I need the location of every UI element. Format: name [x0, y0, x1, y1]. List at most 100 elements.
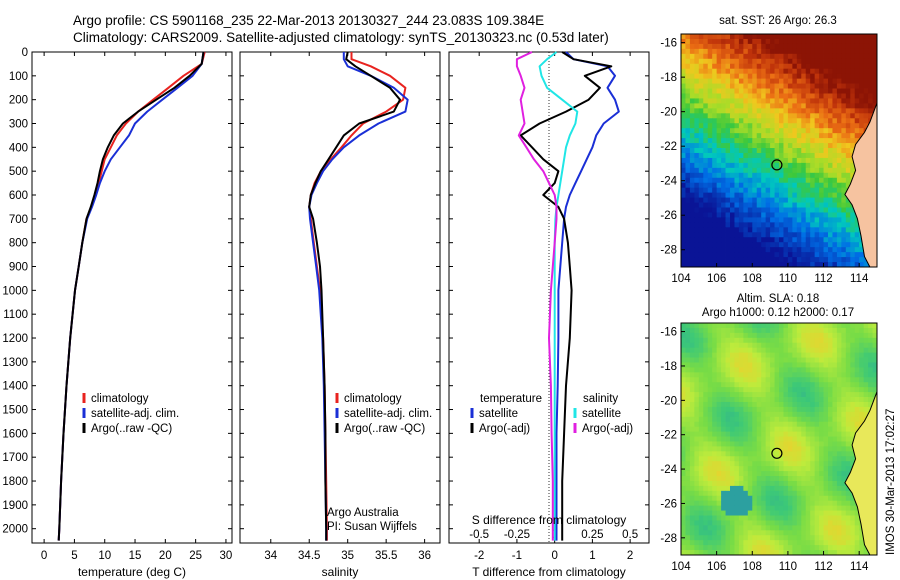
map-cell	[694, 392, 700, 398]
map-cell	[805, 357, 811, 363]
map-cell	[721, 108, 726, 114]
map-cell	[792, 510, 798, 516]
map-cell	[747, 157, 753, 164]
map-cell	[681, 98, 686, 104]
map-cell	[814, 540, 820, 546]
map-cell	[743, 48, 749, 55]
map-cell	[707, 397, 713, 403]
map-cell	[814, 545, 820, 551]
map-cell	[796, 262, 802, 268]
map-cell	[698, 78, 704, 84]
map-cell	[761, 550, 767, 556]
map-cell	[721, 217, 726, 223]
map-cell	[819, 520, 824, 526]
map-cell	[779, 416, 784, 423]
map-cell	[859, 377, 865, 383]
map-cell	[685, 83, 691, 89]
map-cell	[801, 352, 807, 358]
map-cell	[716, 48, 722, 55]
map-cell	[738, 148, 744, 154]
map-cell	[845, 68, 851, 75]
map-y-tick-label: -24	[660, 176, 677, 188]
map-cell	[819, 247, 824, 253]
map-cell	[703, 480, 709, 487]
map-cell	[752, 123, 758, 129]
map-cell	[694, 490, 700, 497]
map-cell	[828, 372, 833, 378]
map-cell	[774, 347, 780, 354]
map-cell	[850, 63, 856, 70]
map-cell	[810, 182, 816, 189]
map-cell	[756, 397, 762, 403]
map-cell	[765, 207, 771, 213]
map-cell	[743, 323, 749, 329]
map-cell	[730, 152, 735, 159]
map-cell	[738, 347, 744, 354]
map-cell	[859, 38, 865, 45]
map-cell	[787, 550, 793, 556]
map-cell	[765, 456, 771, 462]
map-cell	[819, 490, 824, 497]
map-cell	[730, 337, 735, 344]
map-cell	[689, 392, 695, 398]
map-cell	[783, 327, 789, 334]
map-cell	[805, 187, 811, 194]
map-cell	[845, 456, 851, 462]
map-cell	[863, 332, 869, 339]
map-cell	[730, 58, 735, 65]
s-tick-label: 0.25	[581, 529, 603, 541]
map-cell	[694, 550, 700, 556]
map-cell	[734, 88, 740, 94]
map-cell	[685, 466, 691, 472]
map-cell	[707, 421, 713, 428]
map-cell	[814, 550, 820, 556]
map-cell	[730, 73, 735, 80]
map-cell	[801, 451, 807, 457]
map-cell	[698, 357, 704, 363]
annotation-pi: PI: Susan Wijffels	[327, 521, 417, 533]
map-cell	[738, 217, 744, 223]
map-cell	[863, 352, 869, 358]
map-cell	[694, 367, 700, 373]
map-cell	[721, 337, 726, 344]
map-cell	[747, 476, 753, 482]
map-cell	[725, 38, 731, 45]
map-cell	[734, 232, 740, 238]
map-cell	[850, 436, 856, 442]
map-cell	[845, 262, 851, 268]
map-cell	[787, 347, 793, 354]
map-cell	[845, 421, 851, 428]
map-cell	[730, 123, 735, 129]
map-cell	[716, 53, 722, 60]
map-cell	[787, 520, 793, 526]
map-cell	[721, 133, 726, 139]
map-cell	[712, 401, 718, 408]
map-cell	[832, 357, 838, 363]
map-cell	[805, 98, 811, 104]
map-cell	[694, 68, 700, 75]
map-cell	[836, 167, 842, 174]
map-cell	[792, 207, 798, 213]
map-cell	[698, 342, 704, 349]
map-cell	[774, 113, 780, 119]
map-cell	[792, 177, 798, 184]
map-cell	[681, 207, 686, 213]
map-cell	[694, 337, 700, 344]
map-cell	[747, 202, 753, 208]
map-cell	[747, 227, 753, 233]
map-cell	[703, 446, 709, 452]
map-cell	[819, 515, 824, 521]
map-cell	[707, 466, 713, 472]
map-cell	[743, 58, 749, 65]
map-cell	[721, 500, 726, 507]
map-cell	[698, 530, 704, 536]
map-cell	[872, 357, 878, 363]
map-cell	[779, 485, 784, 492]
map-cell	[801, 426, 807, 432]
map-cell	[796, 34, 802, 40]
map-cell	[854, 540, 860, 546]
map-cell	[694, 476, 700, 482]
map-cell	[805, 392, 811, 398]
map-cell	[689, 535, 695, 541]
map-cell	[712, 441, 718, 447]
